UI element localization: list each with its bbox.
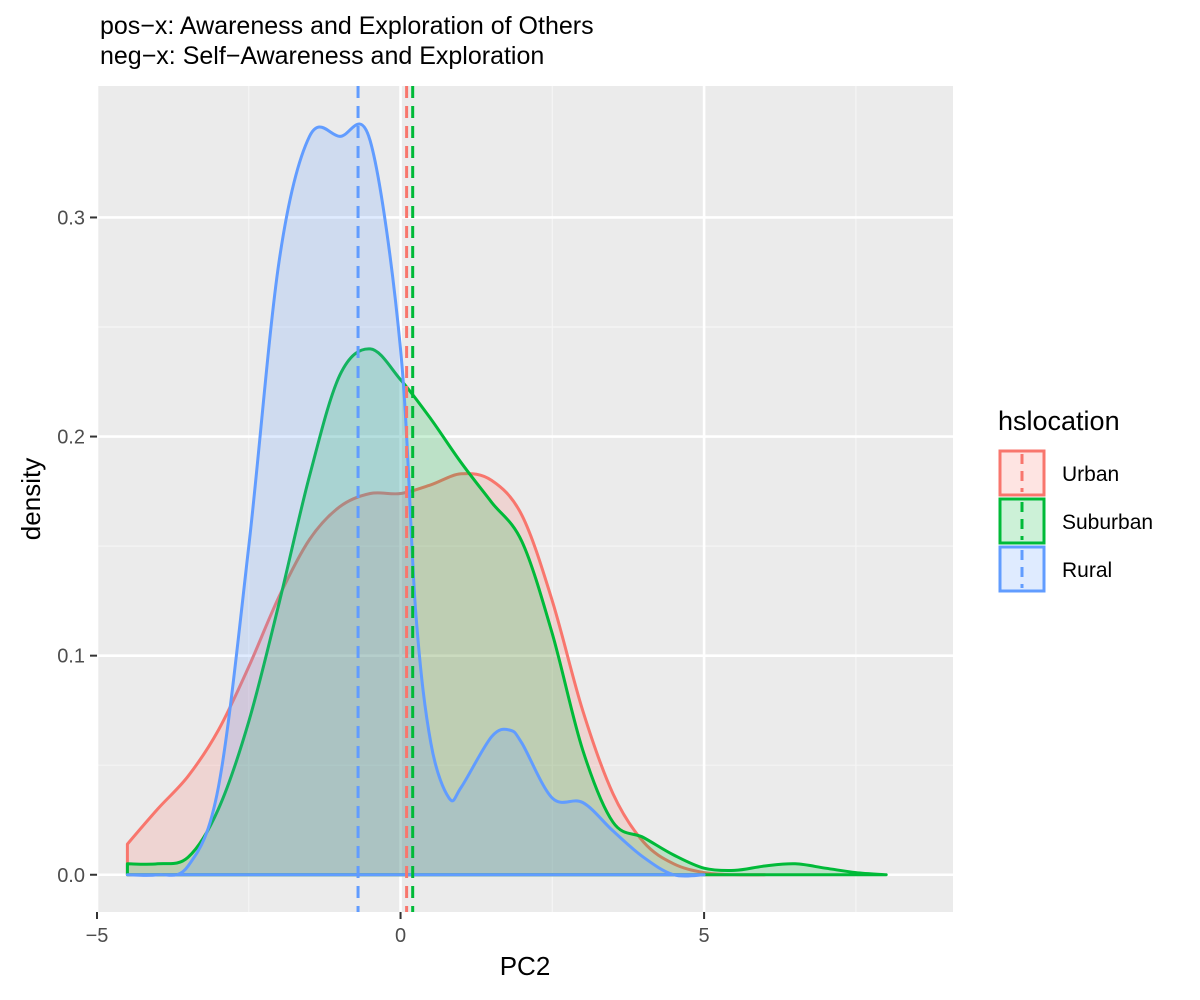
legend: Urban Suburban Rural	[998, 449, 1153, 593]
x-tick-label-2: 5	[699, 925, 710, 947]
y-tick-label-1: 0.1	[57, 646, 85, 668]
mean-lines	[356, 86, 415, 912]
legend-label-urban: Urban	[1062, 463, 1119, 486]
density-area-rural	[125, 122, 706, 878]
legend-label-rural: Rural	[1062, 559, 1112, 582]
chart-title-line-1: pos−x: Awareness and Exploration of Othe…	[100, 12, 594, 40]
y-tick-label-2: 0.2	[57, 427, 85, 449]
chart-title-line-2: neg−x: Self−Awareness and Exploration	[100, 42, 544, 70]
x-tick-label-1: 0	[395, 925, 406, 947]
legend-label-suburban: Suburban	[1062, 511, 1153, 534]
x-axis: −5 0 5	[86, 912, 710, 947]
x-axis-title: PC2	[500, 951, 551, 981]
plot-panel	[97, 86, 953, 912]
y-axis: 0.0 0.1 0.2 0.3	[57, 207, 97, 887]
legend-title: hslocation	[998, 406, 1120, 436]
y-axis-title: density	[16, 458, 46, 540]
density-area-urban	[125, 472, 767, 877]
minor-gridlines	[97, 86, 953, 912]
density-area-suburban	[125, 347, 888, 877]
y-tick-label-0: 0.0	[57, 865, 85, 887]
x-tick-label-0: −5	[86, 925, 109, 947]
density-areas	[125, 122, 888, 878]
y-tick-label-3: 0.3	[57, 207, 85, 229]
